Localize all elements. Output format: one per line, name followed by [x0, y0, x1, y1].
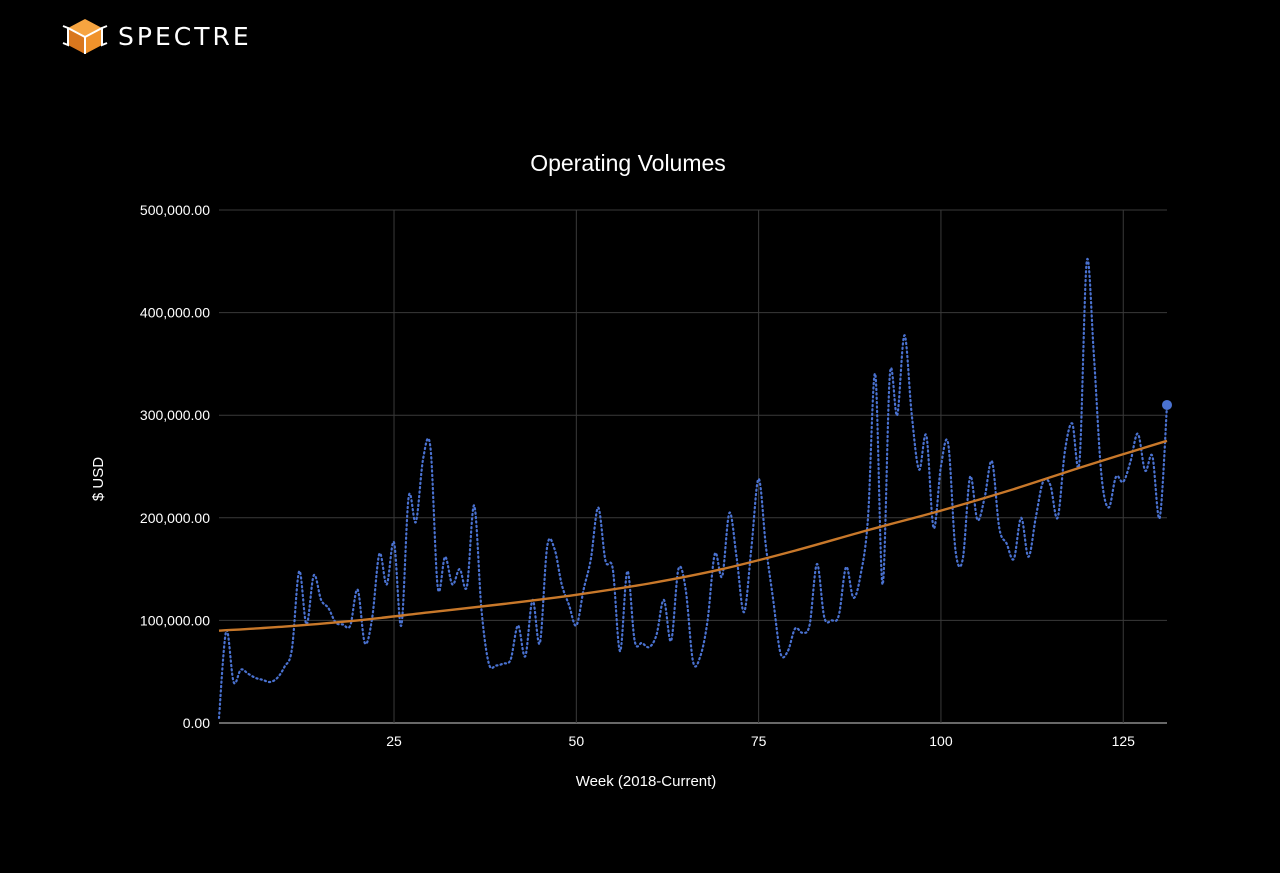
y-tick-label: 200,000.00 — [140, 510, 210, 526]
brand-header[interactable]: SPECTRE — [62, 16, 252, 56]
spectre-cube-logo-icon — [62, 19, 108, 54]
axes: 0.00 100,000.00 200,000.00 300,000.00 400,00… — [140, 202, 1135, 749]
weekly-volume-series-line[interactable] — [217, 257, 1169, 719]
y-axis-label: $ USD — [90, 457, 107, 501]
chart-labels: Operating Volumes Week (2018-Current) $ … — [90, 150, 726, 790]
x-tick-label: 25 — [386, 733, 402, 749]
y-tick-label: 0.00 — [183, 715, 210, 731]
x-tick-label: 75 — [751, 733, 767, 749]
last-data-point[interactable] — [1162, 399, 1172, 410]
x-tick-label: 100 — [929, 733, 953, 749]
y-tick-label: 300,000.00 — [140, 407, 210, 423]
y-tick-label: 100,000.00 — [140, 612, 210, 628]
chart-title: Operating Volumes — [530, 150, 726, 176]
y-tick-label: 500,000.00 — [140, 202, 210, 218]
x-tick-label: 50 — [569, 733, 585, 749]
brand-name: SPECTRE — [118, 21, 252, 51]
series-lines — [217, 257, 1172, 719]
y-tick-label: 400,000.00 — [140, 305, 210, 321]
x-axis-label: Week (2018-Current) — [576, 773, 717, 790]
trend-series-line[interactable] — [218, 439, 1168, 632]
grid-lines — [219, 209, 1167, 724]
x-tick-label: 125 — [1112, 733, 1136, 749]
